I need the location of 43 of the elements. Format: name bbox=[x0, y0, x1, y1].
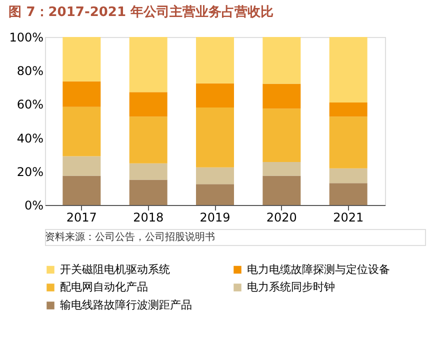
bar bbox=[329, 183, 368, 205]
bar bbox=[262, 162, 301, 176]
bar bbox=[62, 176, 101, 205]
legend-label: 电力系统同步时钟 bbox=[247, 280, 335, 294]
y-tick-label: 0% bbox=[24, 198, 44, 212]
x-tick-label: 2019 bbox=[200, 210, 230, 224]
bar bbox=[196, 167, 234, 184]
bar bbox=[129, 37, 168, 92]
bar bbox=[262, 176, 301, 205]
bar bbox=[129, 163, 168, 180]
x-tick-label: 2021 bbox=[333, 210, 364, 224]
text: 资料来源：公司公告，公司招股说明书 bbox=[45, 231, 215, 243]
y-tick-label: 60% bbox=[16, 98, 44, 112]
bar bbox=[262, 37, 301, 84]
bar bbox=[129, 116, 168, 164]
x-tick-label: 2020 bbox=[266, 210, 297, 224]
bar bbox=[262, 108, 301, 162]
bar bbox=[329, 37, 368, 103]
y-tick-label: 20% bbox=[16, 164, 44, 179]
x-tick-label: 2017 bbox=[66, 210, 97, 224]
bar bbox=[262, 84, 301, 109]
bar bbox=[62, 156, 101, 176]
bar bbox=[329, 102, 368, 117]
bar bbox=[196, 184, 234, 205]
y-tick-label: 40% bbox=[16, 131, 44, 146]
x-tick-label: 2018 bbox=[133, 210, 164, 224]
bar bbox=[62, 81, 101, 107]
bar bbox=[196, 83, 234, 108]
bar bbox=[329, 116, 368, 168]
chart-title: 图 7：2017-2021 年公司主营业务占营收比 bbox=[8, 4, 274, 20]
legend-label: 电力电缆故障探测与定位设备 bbox=[247, 262, 390, 276]
legend-label: 配电网自动化产品 bbox=[60, 280, 148, 294]
bar bbox=[329, 168, 368, 184]
bar bbox=[196, 37, 234, 84]
y-tick-label: 80% bbox=[16, 64, 44, 78]
bar bbox=[129, 92, 168, 117]
legend-label: 输电线路故障行波测距产品 bbox=[60, 298, 192, 312]
legend-label: 开关磁阻电机驱动系统 bbox=[60, 262, 170, 276]
y-tick-label: 100% bbox=[9, 30, 44, 44]
bar bbox=[129, 180, 168, 205]
bar bbox=[62, 37, 101, 82]
bar bbox=[196, 108, 234, 168]
bar bbox=[62, 106, 101, 156]
